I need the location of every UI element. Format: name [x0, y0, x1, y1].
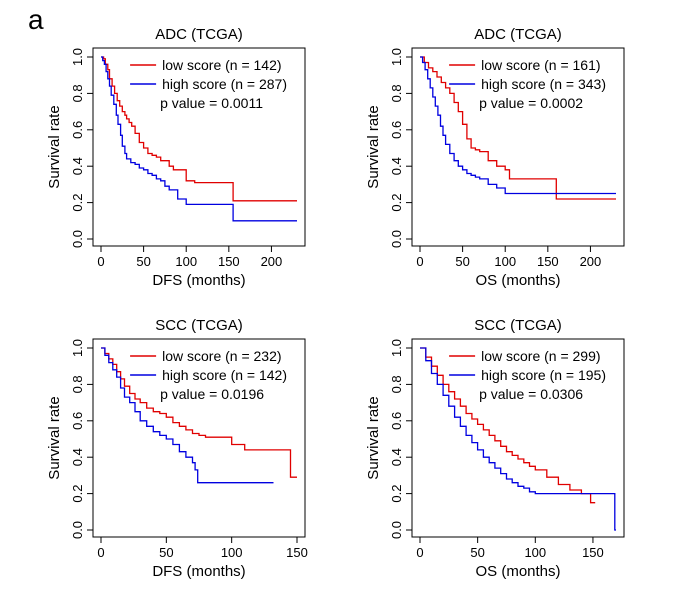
x-tick-label: 0: [97, 254, 104, 269]
x-axis-label: OS (months): [475, 563, 560, 580]
x-tick-label: 50: [159, 545, 173, 560]
x-tick-label: 100: [494, 254, 516, 269]
chart-adc-dfs: ADC (TCGA) 0 50 100 150 200 DFS (months) 0.0 0.2…: [46, 26, 306, 289]
chart-title: ADC (TCGA): [155, 26, 243, 43]
high-score-curve: [420, 56, 616, 195]
y-axis-label: Survival rate: [46, 396, 63, 479]
x-tick-label: 150: [537, 254, 559, 269]
chart-title: SCC (TCGA): [155, 317, 243, 334]
y-tick-label: 1.0: [70, 48, 85, 66]
chart-scc-dfs: SCC (TCGA) 0 50 100 150 DFS (months) 0.0 0.2 0.4…: [46, 317, 308, 580]
y-tick-label: 0.4: [389, 448, 404, 466]
y-tick-label: 0.0: [70, 521, 85, 539]
y-tick-label: 0.4: [70, 157, 85, 175]
low-score-curve: [420, 347, 596, 504]
plot-frame: [411, 47, 625, 247]
x-axis-label: DFS (months): [152, 272, 245, 289]
legend-label: low score (n = 161): [481, 57, 600, 73]
chart-title: ADC (TCGA): [474, 26, 562, 43]
y-tick-label: 0.2: [389, 485, 404, 503]
x-axis-label: DFS (months): [152, 563, 245, 580]
x-tick-label: 0: [416, 545, 423, 560]
y-tick-label: 0.2: [70, 194, 85, 212]
y-tick-label: 1.0: [389, 339, 404, 357]
y-axis-label: Survival rate: [365, 396, 382, 479]
legend-label: high score (n = 287): [162, 76, 287, 92]
legend-label: low score (n = 299): [481, 348, 600, 364]
y-tick-label: 0.8: [70, 84, 85, 102]
y-tick-label: 0.4: [70, 448, 85, 466]
y-axis-label: Survival rate: [365, 105, 382, 188]
x-tick-label: 50: [470, 545, 484, 560]
p-value-label: p value = 0.0002: [479, 95, 583, 111]
y-tick-label: 0.6: [70, 121, 85, 139]
low-score-curve: [420, 56, 616, 200]
x-tick-label: 100: [524, 545, 546, 560]
low-score-curve: [101, 56, 297, 202]
y-tick-label: 0.0: [389, 521, 404, 539]
chart-adc-os: ADC (TCGA) 0 50 100 150 200 OS (months) 0.0 0.2 0…: [365, 26, 625, 289]
p-value-label: p value = 0.0196: [160, 386, 264, 402]
legend-label: low score (n = 232): [162, 348, 281, 364]
y-tick-label: 0.6: [389, 121, 404, 139]
high-score-curve: [101, 56, 297, 222]
legend-label: high score (n = 195): [481, 367, 606, 383]
y-tick-label: 0.6: [389, 412, 404, 430]
plot-frame: [92, 47, 306, 247]
y-tick-label: 0.8: [70, 375, 85, 393]
x-tick-label: 200: [261, 254, 283, 269]
plot-frame: [411, 338, 625, 538]
x-tick-label: 150: [218, 254, 240, 269]
legend-label: high score (n = 142): [162, 367, 287, 383]
x-tick-label: 100: [221, 545, 243, 560]
high-score-curve: [101, 347, 274, 484]
x-tick-label: 150: [286, 545, 308, 560]
x-axis-label: OS (months): [475, 272, 560, 289]
panel-label: a: [28, 4, 44, 35]
y-tick-label: 0.8: [389, 84, 404, 102]
x-tick-label: 200: [580, 254, 602, 269]
y-tick-label: 0.8: [389, 375, 404, 393]
plot-frame: [92, 338, 306, 538]
legend-label: low score (n = 142): [162, 57, 281, 73]
p-value-label: p value = 0.0306: [479, 386, 583, 402]
y-tick-label: 0.4: [389, 157, 404, 175]
y-tick-label: 0.2: [70, 485, 85, 503]
y-tick-label: 0.0: [70, 230, 85, 248]
x-tick-label: 0: [416, 254, 423, 269]
y-tick-label: 0.2: [389, 194, 404, 212]
y-tick-label: 1.0: [70, 339, 85, 357]
y-tick-label: 0.0: [389, 230, 404, 248]
legend-label: high score (n = 343): [481, 76, 606, 92]
x-tick-label: 0: [97, 545, 104, 560]
x-tick-label: 50: [455, 254, 469, 269]
chart-scc-os: SCC (TCGA) 0 50 100 150 OS (months) 0.0 0.2 0.4 0…: [365, 317, 625, 580]
x-tick-label: 50: [136, 254, 150, 269]
p-value-label: p value = 0.0011: [160, 95, 263, 111]
x-tick-label: 100: [175, 254, 197, 269]
y-tick-label: 0.6: [70, 412, 85, 430]
y-tick-label: 1.0: [389, 48, 404, 66]
chart-title: SCC (TCGA): [474, 317, 562, 334]
x-tick-label: 150: [582, 545, 604, 560]
high-score-curve: [420, 347, 616, 531]
y-axis-label: Survival rate: [46, 105, 63, 188]
